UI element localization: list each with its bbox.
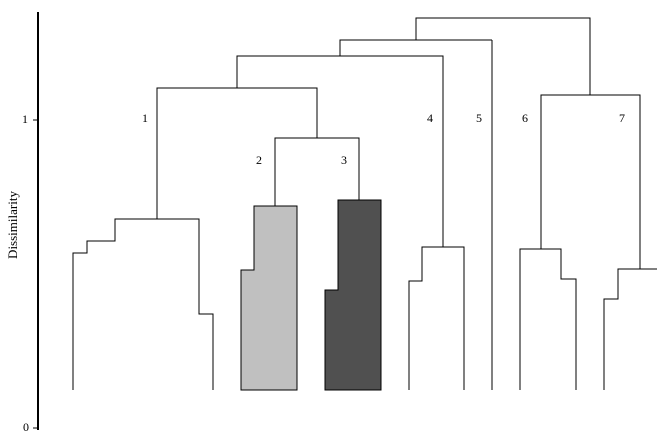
cluster-4-branch bbox=[408, 246, 465, 390]
cluster-2-fill bbox=[240, 205, 298, 391]
cluster-7-branch bbox=[603, 268, 657, 390]
cluster-label-7: 7 bbox=[619, 111, 625, 125]
y-tick-label-0: 0 bbox=[23, 420, 29, 434]
cluster-label-2: 2 bbox=[256, 153, 262, 167]
cluster-3-fill bbox=[324, 199, 382, 391]
cluster-label-3: 3 bbox=[341, 153, 347, 167]
cluster-label-6: 6 bbox=[522, 111, 528, 125]
merge-with-5 bbox=[339, 39, 492, 56]
y-tick-label-1: 1 bbox=[22, 112, 28, 126]
cluster-label-5: 5 bbox=[476, 111, 482, 125]
merge-1-23 bbox=[156, 87, 318, 219]
cluster-6-branch bbox=[519, 248, 577, 390]
cluster-label-4: 4 bbox=[427, 111, 433, 125]
root-merge bbox=[415, 17, 591, 95]
merge-6-7 bbox=[540, 94, 641, 269]
cluster-label-1: 1 bbox=[142, 111, 148, 125]
merge-2-3 bbox=[274, 137, 360, 206]
cluster-1-branch bbox=[72, 218, 214, 390]
y-axis-label: Dissimilarity bbox=[5, 191, 20, 259]
